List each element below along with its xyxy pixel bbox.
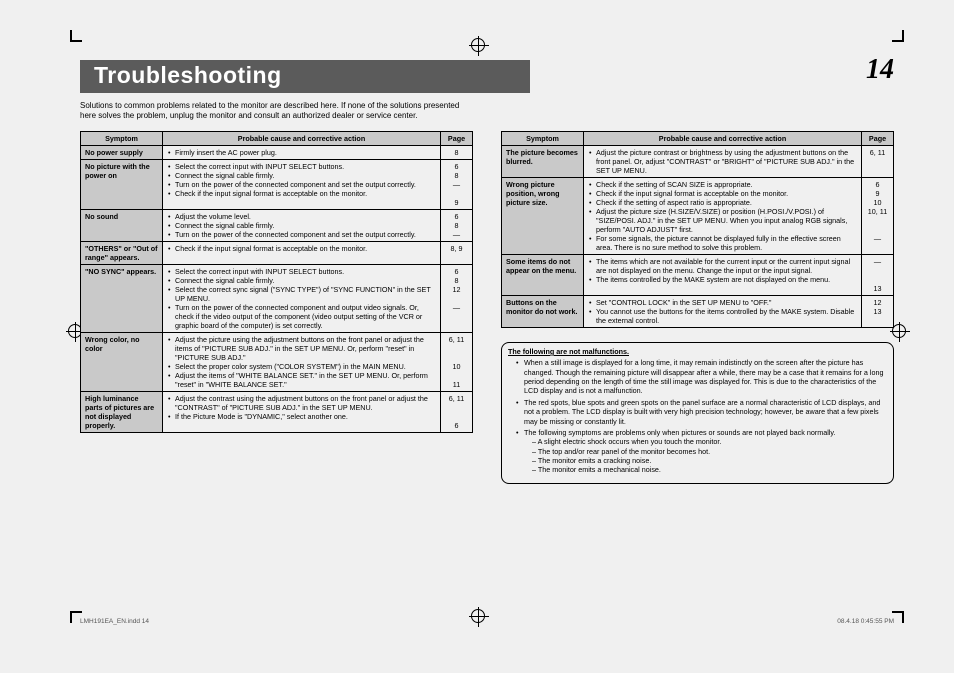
page-content: Troubleshooting 14 Solutions to common p… bbox=[80, 20, 894, 633]
footer-right: 08.4.18 0:45:55 PM bbox=[837, 618, 894, 625]
action-item: Connect the signal cable firmly. bbox=[167, 171, 436, 180]
symptom-cell: No picture with the power on bbox=[81, 160, 163, 210]
page-ref-cell: 6 8 — bbox=[441, 210, 473, 242]
col-header-page: Page bbox=[862, 132, 894, 146]
page-ref-cell: 6 9 10 10, 11 — bbox=[862, 178, 894, 255]
action-item: Select the correct input with INPUT SELE… bbox=[167, 267, 436, 276]
page-ref-cell: 6, 11 bbox=[862, 146, 894, 178]
page-title: Troubleshooting bbox=[80, 60, 530, 93]
left-column: Symptom Probable cause and corrective ac… bbox=[80, 131, 473, 484]
note-subitem: The top and/or rear panel of the monitor… bbox=[532, 447, 885, 456]
action-item: Adjust the picture size (H.SIZE/V.SIZE) … bbox=[588, 207, 857, 234]
note-list: When a still image is displayed for a lo… bbox=[502, 358, 893, 482]
action-item: The items which are not available for th… bbox=[588, 257, 857, 275]
columns-container: Symptom Probable cause and corrective ac… bbox=[80, 131, 894, 484]
page-ref-cell: 6, 11 6 bbox=[441, 392, 473, 433]
note-item: The following symptoms are problems only… bbox=[516, 428, 885, 475]
col-header-symptom: Symptom bbox=[81, 132, 163, 146]
col-header-page: Page bbox=[441, 132, 473, 146]
intro-text: Solutions to common problems related to … bbox=[80, 101, 470, 121]
action-item: Check if the input signal format is acce… bbox=[167, 189, 436, 198]
action-cell: Check if the input signal format is acce… bbox=[163, 242, 441, 265]
page-ref-cell: 12 13 bbox=[862, 296, 894, 328]
action-item: Check if the input signal format is acce… bbox=[588, 189, 857, 198]
action-cell: Select the correct input with INPUT SELE… bbox=[163, 265, 441, 333]
action-item: Adjust the items of "WHITE BALANCE SET."… bbox=[167, 371, 436, 389]
note-item: The red spots, blue spots and green spot… bbox=[516, 398, 885, 426]
action-item: Adjust the picture using the adjustment … bbox=[167, 335, 436, 362]
symptom-cell: Some items do not appear on the menu. bbox=[502, 255, 584, 296]
action-item: Set "CONTROL LOCK" in the SET UP MENU to… bbox=[588, 298, 857, 307]
symptom-cell: High luminance parts of pictures are not… bbox=[81, 392, 163, 433]
action-item: You cannot use the buttons for the items… bbox=[588, 307, 857, 325]
page-ref-cell: — 13 bbox=[862, 255, 894, 296]
note-item: When a still image is displayed for a lo… bbox=[516, 358, 885, 395]
action-item: Check if the setting of aspect ratio is … bbox=[588, 198, 857, 207]
action-item: If the Picture Mode is "DYNAMIC," select… bbox=[167, 412, 436, 421]
note-sublist: A slight electric shock occurs when you … bbox=[524, 437, 885, 474]
page-ref-cell: 8, 9 bbox=[441, 242, 473, 265]
col-header-action: Probable cause and corrective action bbox=[584, 132, 862, 146]
note-subitem: The monitor emits a cracking noise. bbox=[532, 456, 885, 465]
right-column: Symptom Probable cause and corrective ac… bbox=[501, 131, 894, 484]
action-item: Turn on the power of the connected compo… bbox=[167, 180, 436, 189]
action-item: The items controlled by the MAKE system … bbox=[588, 275, 857, 284]
col-header-action: Probable cause and corrective action bbox=[163, 132, 441, 146]
note-subitem: A slight electric shock occurs when you … bbox=[532, 437, 885, 446]
page-ref-cell: 8 bbox=[441, 146, 473, 160]
action-cell: Adjust the picture using the adjustment … bbox=[163, 333, 441, 392]
page-number: 14 bbox=[866, 54, 894, 86]
footer-left: LMH191EA_EN.indd 14 bbox=[80, 618, 149, 625]
symptom-cell: The picture becomes blurred. bbox=[502, 146, 584, 178]
symptom-cell: Wrong color, no color bbox=[81, 333, 163, 392]
symptom-cell: No power supply bbox=[81, 146, 163, 160]
action-cell: Select the correct input with INPUT SELE… bbox=[163, 160, 441, 210]
action-item: Turn on the power of the connected compo… bbox=[167, 303, 436, 330]
troubleshooting-table-right: Symptom Probable cause and corrective ac… bbox=[501, 131, 894, 328]
note-subitem: The monitor emits a mechanical noise. bbox=[532, 465, 885, 474]
action-item: Firmly insert the AC power plug. bbox=[167, 148, 436, 157]
symptom-cell: Wrong picture position, wrong picture si… bbox=[502, 178, 584, 255]
symptom-cell: "OTHERS" or "Out of range" appears. bbox=[81, 242, 163, 265]
action-item: Select the proper color system ("COLOR S… bbox=[167, 362, 436, 371]
action-cell: Check if the setting of SCAN SIZE is app… bbox=[584, 178, 862, 255]
symptom-cell: "NO SYNC" appears. bbox=[81, 265, 163, 333]
symptom-cell: No sound bbox=[81, 210, 163, 242]
footer: LMH191EA_EN.indd 14 08.4.18 0:45:55 PM bbox=[80, 618, 894, 625]
action-cell: The items which are not available for th… bbox=[584, 255, 862, 296]
action-item: Adjust the picture contrast or brightnes… bbox=[588, 148, 857, 175]
action-item: Select the correct input with INPUT SELE… bbox=[167, 162, 436, 171]
action-item: Turn on the power of the connected compo… bbox=[167, 230, 436, 239]
action-item: Adjust the contrast using the adjustment… bbox=[167, 394, 436, 412]
action-item: Select the correct sync signal ("SYNC TY… bbox=[167, 285, 436, 303]
action-item: Connect the signal cable firmly. bbox=[167, 221, 436, 230]
action-cell: Set "CONTROL LOCK" in the SET UP MENU to… bbox=[584, 296, 862, 328]
troubleshooting-table-left: Symptom Probable cause and corrective ac… bbox=[80, 131, 473, 433]
action-cell: Firmly insert the AC power plug. bbox=[163, 146, 441, 160]
note-box: The following are not malfunctions. When… bbox=[501, 342, 894, 484]
page-ref-cell: 6 8 12 — bbox=[441, 265, 473, 333]
page-ref-cell: 6 8 — 9 bbox=[441, 160, 473, 210]
action-item: Check if the input signal format is acce… bbox=[167, 244, 436, 253]
action-item: For some signals, the picture cannot be … bbox=[588, 234, 857, 252]
symptom-cell: Buttons on the monitor do not work. bbox=[502, 296, 584, 328]
action-item: Adjust the volume level. bbox=[167, 212, 436, 221]
registration-mark-right bbox=[892, 324, 906, 338]
action-cell: Adjust the contrast using the adjustment… bbox=[163, 392, 441, 433]
action-item: Check if the setting of SCAN SIZE is app… bbox=[588, 180, 857, 189]
note-title: The following are not malfunctions. bbox=[508, 347, 629, 356]
action-cell: Adjust the picture contrast or brightnes… bbox=[584, 146, 862, 178]
action-cell: Adjust the volume level.Connect the sign… bbox=[163, 210, 441, 242]
action-item: Connect the signal cable firmly. bbox=[167, 276, 436, 285]
page-ref-cell: 6, 11 10 11 bbox=[441, 333, 473, 392]
col-header-symptom: Symptom bbox=[502, 132, 584, 146]
